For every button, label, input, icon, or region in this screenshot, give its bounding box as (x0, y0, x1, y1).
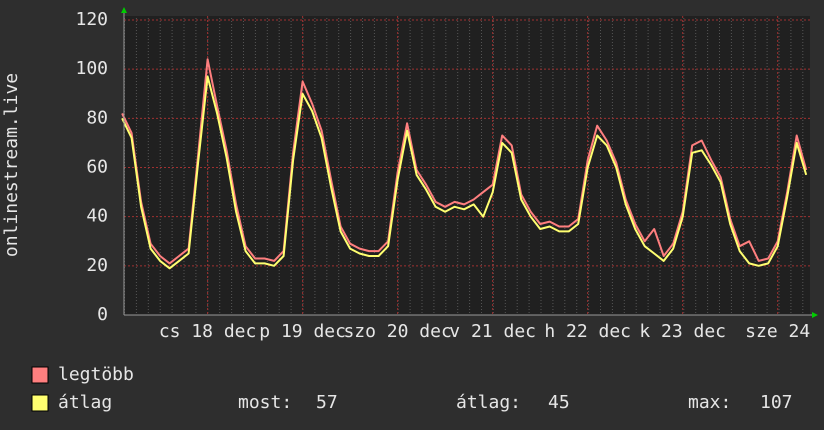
x-tick-label: sze 24 (745, 321, 810, 342)
series-line (121, 75, 808, 270)
y-tick-label: 80 (86, 107, 108, 128)
stat-value: 57 (316, 392, 338, 413)
legend-label: átlag (58, 392, 112, 413)
minor-grid (124, 16, 810, 315)
x-tick-label: szo 20 dec (343, 321, 451, 342)
legend-label: legtöbb (58, 364, 134, 385)
y-tick-label: 40 (86, 206, 108, 227)
lines (121, 58, 808, 270)
y-tick-label: 60 (86, 157, 108, 178)
stat-label: átlag: (456, 392, 521, 413)
series-line (121, 58, 808, 265)
x-tick-label: v 21 dec (449, 321, 536, 342)
y-axis-label: onlinestream.live (1, 73, 22, 257)
x-tick-label: h 22 dec (544, 321, 631, 342)
y-tick-label: 20 (86, 255, 108, 276)
x-tick-label: cs 18 dec (159, 321, 257, 342)
stat-label: max: (688, 392, 731, 413)
y-tick-label: 100 (75, 58, 108, 79)
x-tick-label: p 19 dec (259, 321, 346, 342)
legend-swatch (31, 366, 49, 384)
stat-value: 45 (548, 392, 570, 413)
x-tick-label: k 23 dec (639, 321, 726, 342)
y-arrow (121, 7, 127, 13)
stat-label: most: (238, 392, 292, 413)
y-tick-label: 120 (75, 9, 108, 30)
x-arrow (812, 312, 818, 318)
stat-value: 107 (760, 392, 793, 413)
y-tick-label: 0 (97, 304, 108, 325)
legend-swatch (31, 394, 49, 412)
legend: legtöbb átlag most: 57 átlag: 45 max: 107 (31, 364, 793, 413)
